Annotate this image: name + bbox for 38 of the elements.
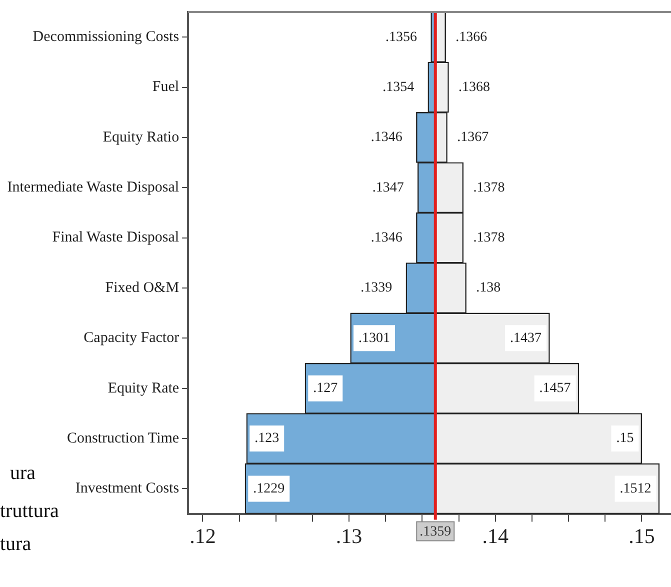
data-label: .1457 bbox=[539, 381, 571, 396]
ref-line-label: .1359 bbox=[420, 524, 452, 540]
data-label: .15 bbox=[616, 431, 634, 446]
data-label: .1378 bbox=[473, 180, 505, 196]
x-tick-label: .12 bbox=[190, 524, 216, 548]
y-tick-label: Final Waste Disposal bbox=[52, 230, 180, 246]
data-label: .1347 bbox=[372, 180, 404, 196]
y-tick-label: Equity Rate bbox=[108, 380, 180, 396]
data-label: .1512 bbox=[620, 481, 652, 496]
data-label: .1346 bbox=[370, 230, 402, 246]
text: truttura bbox=[0, 500, 59, 523]
y-tick-label: Fixed O&M bbox=[105, 280, 180, 296]
data-label: .1378 bbox=[473, 230, 505, 246]
x-tick-label: .15 bbox=[628, 524, 655, 548]
data-label: .1301 bbox=[358, 330, 390, 346]
data-label: .1229 bbox=[253, 481, 285, 496]
data-label: .1346 bbox=[370, 130, 402, 146]
y-tick-label: Fuel bbox=[152, 79, 180, 96]
text: tura bbox=[0, 533, 32, 556]
x-tick-label: .14 bbox=[482, 524, 510, 548]
data-label: .1367 bbox=[457, 130, 489, 146]
data-label: .127 bbox=[313, 381, 338, 396]
data-label: .1366 bbox=[456, 30, 488, 45]
y-tick-label: Equity Ratio bbox=[102, 129, 180, 146]
x-tick-label: .13 bbox=[336, 524, 362, 548]
text: ura bbox=[10, 462, 36, 485]
y-tick-label: Capacity Factor bbox=[84, 330, 180, 346]
data-label: .1437 bbox=[510, 330, 542, 346]
y-tick-label: Decommissioning Costs bbox=[32, 29, 180, 46]
data-label: .138 bbox=[476, 280, 501, 296]
y-tick-label: Construction Time bbox=[66, 430, 180, 446]
data-label: .1339 bbox=[360, 280, 392, 296]
data-label: .123 bbox=[254, 431, 280, 446]
data-label: .1356 bbox=[385, 30, 417, 45]
y-tick-label: Intermediate Waste Disposal bbox=[7, 180, 180, 196]
y-tick-label: Investment Costs bbox=[75, 480, 180, 497]
data-label: .1368 bbox=[458, 80, 490, 95]
data-label: .1354 bbox=[382, 80, 414, 95]
